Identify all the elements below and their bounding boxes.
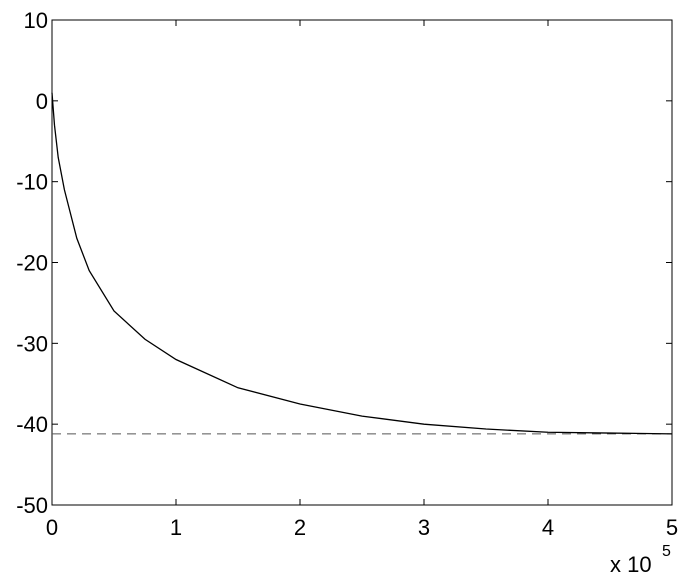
x-tick-label: 3 <box>418 515 430 540</box>
y-tick-label: 10 <box>24 8 48 33</box>
y-tick-label: -30 <box>16 331 48 356</box>
x-tick-label: 5 <box>666 515 678 540</box>
y-tick-label: -10 <box>16 170 48 195</box>
y-tick-label: -40 <box>16 412 48 437</box>
y-tick-label: 0 <box>36 89 48 114</box>
x-exponent: 5 <box>662 543 671 560</box>
y-tick-label: -50 <box>16 493 48 518</box>
y-tick-label: -20 <box>16 251 48 276</box>
x-tick-label: 2 <box>294 515 306 540</box>
x-multiplier: x 10 <box>610 552 652 577</box>
x-tick-label: 4 <box>542 515 554 540</box>
x-tick-label: 0 <box>46 515 58 540</box>
data-line <box>51 92 673 435</box>
x-tick-label: 1 <box>170 515 182 540</box>
